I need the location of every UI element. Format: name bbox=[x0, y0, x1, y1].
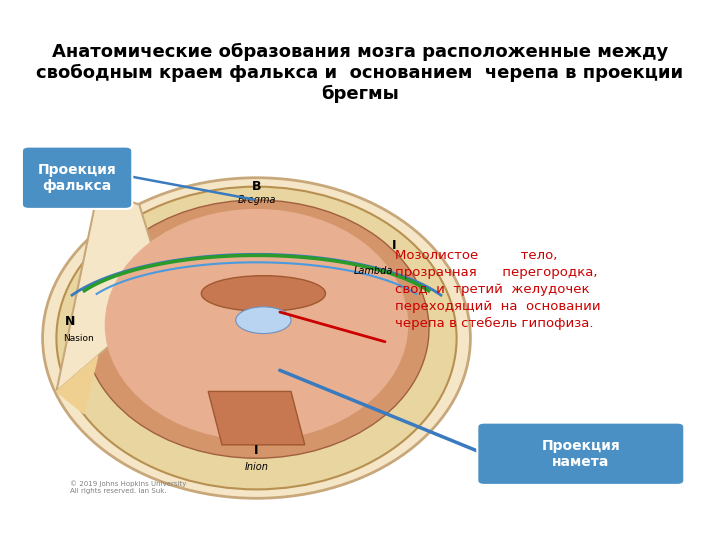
Text: N: N bbox=[65, 315, 76, 328]
Text: Nasion: Nasion bbox=[63, 334, 94, 342]
Text: Мозолистое          тело,
прозрачная      перегородка,
свод  и  третий  желудоче: Мозолистое тело, прозрачная перегородка,… bbox=[395, 249, 600, 330]
Ellipse shape bbox=[236, 307, 291, 334]
Ellipse shape bbox=[42, 178, 470, 498]
Text: Inion: Inion bbox=[245, 462, 269, 472]
Text: Bregma: Bregma bbox=[238, 195, 276, 205]
Ellipse shape bbox=[84, 200, 429, 458]
Text: I: I bbox=[254, 444, 258, 457]
Text: I: I bbox=[392, 239, 397, 252]
Text: © 2019 Johns Hopkins University
All rights reserved. Ian Suk.: © 2019 Johns Hopkins University All righ… bbox=[71, 480, 186, 494]
Text: B: B bbox=[252, 180, 261, 193]
FancyBboxPatch shape bbox=[22, 146, 132, 209]
Ellipse shape bbox=[104, 209, 408, 441]
Ellipse shape bbox=[56, 187, 456, 489]
Text: Lambda: Lambda bbox=[354, 266, 394, 276]
Text: Проекция
намета: Проекция намета bbox=[541, 438, 620, 469]
Polygon shape bbox=[208, 392, 305, 445]
Polygon shape bbox=[56, 356, 98, 414]
Ellipse shape bbox=[202, 276, 325, 311]
Polygon shape bbox=[56, 191, 153, 392]
Text: Анатомические образования мозга расположенные между
свободным краем фалькса и  о: Анатомические образования мозга располож… bbox=[37, 43, 683, 103]
Text: Проекция
фалькса: Проекция фалькса bbox=[37, 163, 117, 193]
FancyBboxPatch shape bbox=[477, 423, 684, 485]
